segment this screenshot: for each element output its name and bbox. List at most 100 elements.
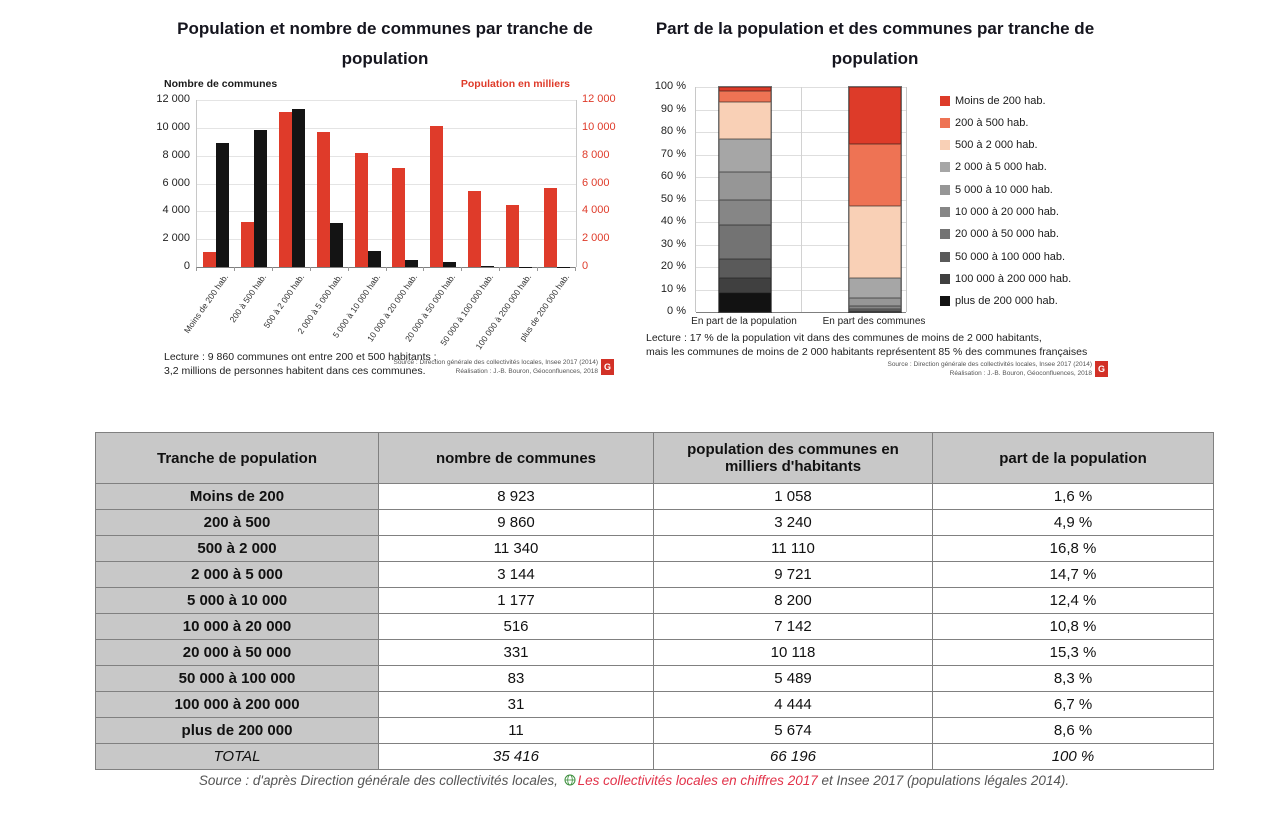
geoconfluences-logo: G — [601, 359, 614, 375]
table-cell: 1 177 — [378, 587, 654, 614]
stack-segment — [849, 206, 901, 279]
table-cell: 11 340 — [378, 535, 654, 562]
table-cell: 12,4 % — [932, 587, 1214, 614]
y-axis-tick: 40 % — [660, 215, 686, 227]
x-axis-tick — [196, 267, 197, 271]
stack-segment — [849, 278, 901, 299]
y-axis-tick-right: 8 000 — [582, 148, 610, 161]
row-label-cell: 200 à 500 — [95, 509, 379, 536]
x-axis-category: En part de la population — [691, 316, 797, 327]
table-cell: 7 142 — [653, 613, 933, 640]
table-cell: 6,7 % — [932, 691, 1214, 718]
total-cell: 35 416 — [378, 743, 654, 770]
legend-swatch — [940, 207, 950, 217]
stack-segment — [849, 311, 901, 312]
legend-item: 100 000 à 200 000 hab. — [940, 272, 1071, 285]
table-cell: 83 — [378, 665, 654, 692]
table-row: Moins de 200 8 923 1 058 1,6 % — [95, 483, 1214, 510]
legend-item: 5 000 à 10 000 hab. — [940, 183, 1053, 196]
stack-segment — [719, 258, 771, 278]
table-cell: 8 200 — [653, 587, 933, 614]
table-cell: 1,6 % — [932, 483, 1214, 510]
source-line: Source : Direction générale des collecti… — [887, 361, 1092, 368]
table-cell: 10 118 — [653, 639, 933, 666]
stacked-bar — [848, 86, 902, 313]
legend-item: 50 000 à 100 000 hab. — [940, 250, 1065, 263]
gridline — [696, 312, 906, 313]
legend-swatch — [940, 229, 950, 240]
row-label-cell: 10 000 à 20 000 — [95, 613, 379, 640]
stack-segment — [719, 90, 771, 102]
x-axis-tick — [537, 267, 539, 271]
legend-item: plus de 200 000 hab. — [940, 295, 1058, 308]
stack-segment — [719, 292, 771, 312]
lecture-line: mais les communes de moins de 2 000 habi… — [646, 345, 1088, 358]
table-cell: 9 860 — [378, 509, 654, 536]
population-table: Tranche de population nombre de communes p… — [95, 432, 1214, 770]
table-cell: 516 — [378, 613, 654, 640]
legend-swatch — [940, 117, 950, 128]
stack-segment — [719, 139, 771, 173]
bar-population — [430, 126, 444, 267]
table-cell: 14,7 % — [932, 561, 1214, 588]
bar-population — [468, 190, 482, 267]
x-axis-tick — [347, 267, 349, 271]
bar-population — [506, 205, 520, 267]
gridline — [197, 100, 576, 101]
right-chart-plot-area — [695, 86, 907, 313]
legend-item: 500 à 2 000 hab. — [940, 139, 1038, 152]
y-axis-tick-left: 4 000 — [162, 204, 190, 217]
legend-label: Moins de 200 hab. — [955, 94, 1046, 107]
row-label-cell: 50 000 à 100 000 — [95, 665, 379, 692]
legend-swatch — [940, 273, 950, 284]
source-line: Source : Direction générale des collecti… — [393, 359, 598, 366]
bar-communes — [481, 265, 495, 267]
table-header-cell: nombre de communes — [378, 432, 654, 484]
stacked-bar — [718, 86, 772, 313]
table-row: 100 000 à 200 000 31 4 444 6,7 % — [95, 691, 1214, 718]
legend-label: 500 à 2 000 hab. — [955, 139, 1038, 152]
right-chart: Part de la population et des communes pa… — [640, 10, 1140, 402]
y-axis-tick-right: 0 — [582, 260, 589, 272]
caption-link[interactable]: Les collectivités locales en chiffres 20… — [577, 773, 818, 788]
x-axis-tick — [271, 267, 273, 271]
legend-swatch — [940, 140, 950, 151]
y-axis-tick: 50 % — [660, 192, 686, 205]
y-axis-tick-right: 4 000 — [582, 204, 610, 217]
legend-item: 20 000 à 50 000 hab. — [940, 228, 1059, 241]
stack-segment — [849, 143, 901, 207]
table-row: 20 000 à 50 000 331 10 118 15,3 % — [95, 639, 1214, 666]
bar-population — [316, 131, 330, 267]
left-chart-title: Population et nombre de communes par tra… — [177, 19, 593, 68]
right-chart-source: Source : Direction générale des collecti… — [887, 360, 1108, 378]
table-cell: 5 674 — [653, 717, 933, 744]
bar-communes — [405, 259, 419, 267]
left-chart-yaxis-right-title: Population en milliers — [460, 78, 570, 90]
legend-swatch — [940, 162, 950, 173]
table-header-cell: population des communes en milliers d'ha… — [653, 432, 933, 484]
y-axis-tick-left: 12 000 — [156, 93, 190, 105]
y-axis-tick: 90 % — [660, 102, 686, 115]
legend-item: 10 000 à 20 000 hab. — [940, 206, 1059, 219]
table-cell: 8,6 % — [932, 717, 1214, 744]
bar-communes — [215, 142, 229, 267]
stack-segment — [719, 224, 771, 259]
y-axis-tick: 60 % — [660, 170, 686, 182]
row-label-cell: 100 000 à 200 000 — [95, 691, 379, 718]
bar-communes — [253, 129, 267, 267]
y-axis-tick-left: 10 000 — [156, 120, 190, 133]
stack-segment — [719, 87, 771, 91]
stack-segment — [849, 305, 901, 310]
table-header-cell: part de la population — [932, 432, 1214, 484]
x-axis-tick — [575, 267, 576, 271]
table-row: plus de 200 000 11 5 674 8,6 % — [95, 717, 1214, 744]
bar-population — [278, 112, 292, 267]
legend-swatch — [940, 95, 950, 106]
legend-swatch — [940, 251, 950, 262]
row-label-cell: 500 à 2 000 — [95, 535, 379, 562]
legend-label: 10 000 à 20 000 hab. — [955, 206, 1059, 218]
geoconfluences-logo: G — [1095, 361, 1108, 377]
source-text: Source : Direction générale des collecti… — [393, 358, 598, 376]
lecture-line: Lecture : 9 860 communes ont entre 200 e… — [164, 351, 437, 363]
stack-segment — [719, 277, 771, 293]
